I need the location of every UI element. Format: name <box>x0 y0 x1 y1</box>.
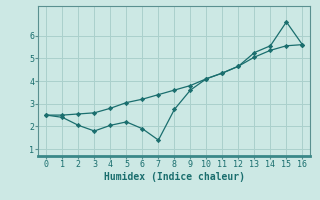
X-axis label: Humidex (Indice chaleur): Humidex (Indice chaleur) <box>104 172 245 182</box>
